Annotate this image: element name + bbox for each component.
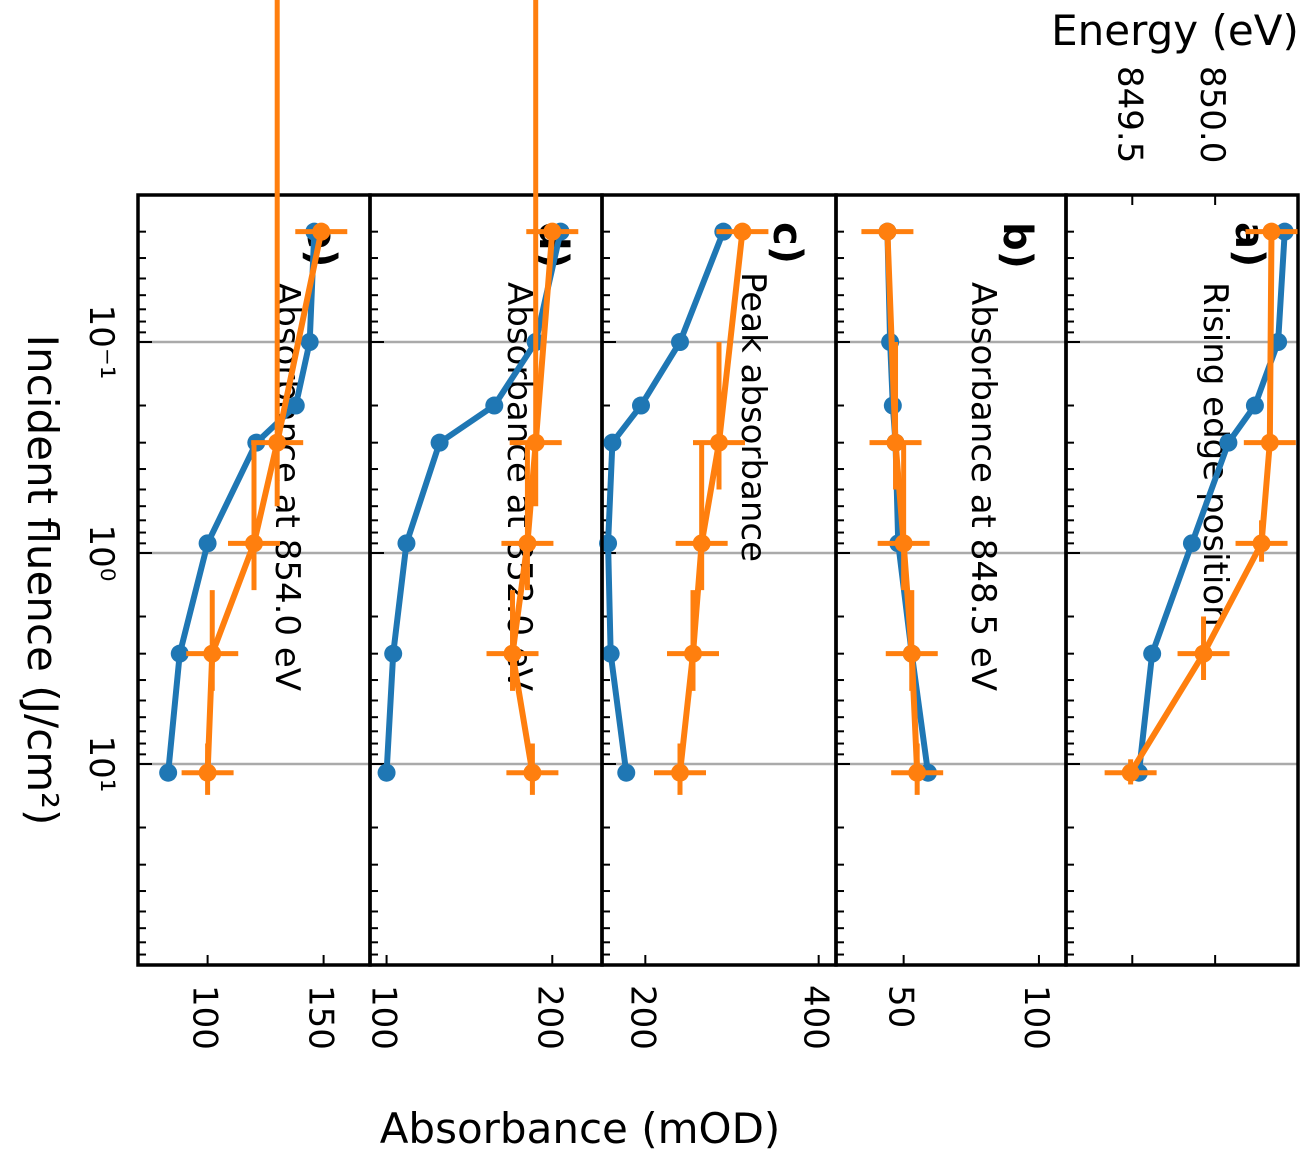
y-axis-label: Absorbance (mOD) <box>380 1104 781 1152</box>
y-tick-label: 50 <box>881 985 921 1028</box>
data-point <box>397 534 416 553</box>
y-tick-label: 200 <box>622 985 662 1050</box>
data-point <box>286 396 305 415</box>
data-point <box>908 763 927 782</box>
data-point <box>601 644 620 663</box>
y-tick-label: 849.5 <box>1109 66 1149 163</box>
data-point <box>1252 534 1271 553</box>
y-tick-label: 400 <box>796 985 836 1050</box>
data-point <box>1245 396 1264 415</box>
panel-letter: b) <box>994 222 1040 269</box>
data-point <box>1143 644 1162 663</box>
data-point <box>692 534 711 553</box>
y-tick-label: 150 <box>301 985 341 1050</box>
data-point <box>886 433 905 452</box>
data-point <box>1194 644 1213 663</box>
data-point <box>312 222 331 241</box>
data-point <box>485 396 504 415</box>
data-point <box>203 644 222 663</box>
data-point <box>603 433 622 452</box>
data-point <box>523 763 542 782</box>
data-point <box>632 396 650 415</box>
data-point <box>430 433 449 452</box>
data-point <box>1121 763 1140 782</box>
data-point <box>198 763 217 782</box>
data-point <box>198 534 217 553</box>
data-point <box>384 644 403 663</box>
top-axis-label: Energy (eV) <box>1051 6 1299 55</box>
data-point <box>617 763 636 782</box>
data-point <box>671 763 689 782</box>
panel-frame <box>600 193 838 967</box>
x-axis-label: Incident fluence (J/cm²) <box>18 335 67 826</box>
data-point <box>268 433 287 452</box>
panel-title: Rising edge position <box>1195 282 1235 627</box>
y-tick-label: 200 <box>529 985 569 1050</box>
data-point <box>245 534 263 553</box>
data-point <box>503 644 522 663</box>
data-point <box>518 534 537 553</box>
panel-title: Absorbance at 848.5 eV <box>963 282 1003 691</box>
y-tick-label: 850.0 <box>1192 66 1232 163</box>
data-point <box>671 333 689 351</box>
x-tick-label: 10¹ <box>81 736 121 793</box>
panel-frame <box>834 193 1068 967</box>
data-point <box>300 333 319 351</box>
data-point <box>1260 433 1279 452</box>
y-tick-label: 100 <box>364 985 404 1050</box>
data-point <box>526 433 545 452</box>
data-point <box>902 644 921 663</box>
data-point <box>733 222 752 241</box>
data-point <box>543 222 562 241</box>
x-tick-label: 10⁰ <box>81 525 121 582</box>
data-point <box>878 222 897 241</box>
data-point <box>1182 534 1201 553</box>
data-point <box>159 763 178 782</box>
y-tick-label: 100 <box>185 985 225 1050</box>
y-tick-label: 100 <box>1016 985 1056 1050</box>
x-tick-label: 10⁻¹ <box>81 305 121 380</box>
data-point <box>684 644 702 663</box>
panel-title: Absorbance at 854.0 eV <box>267 282 307 691</box>
panel-title: Peak absorbance <box>733 272 773 562</box>
data-point <box>1262 222 1281 241</box>
panel-frame <box>136 193 372 967</box>
data-point <box>710 433 728 452</box>
panel-frame <box>1064 193 1300 967</box>
panel-letter: c) <box>764 222 810 264</box>
data-point <box>1219 433 1238 452</box>
data-point <box>377 763 396 782</box>
data-point <box>894 534 913 553</box>
data-point <box>170 644 189 663</box>
